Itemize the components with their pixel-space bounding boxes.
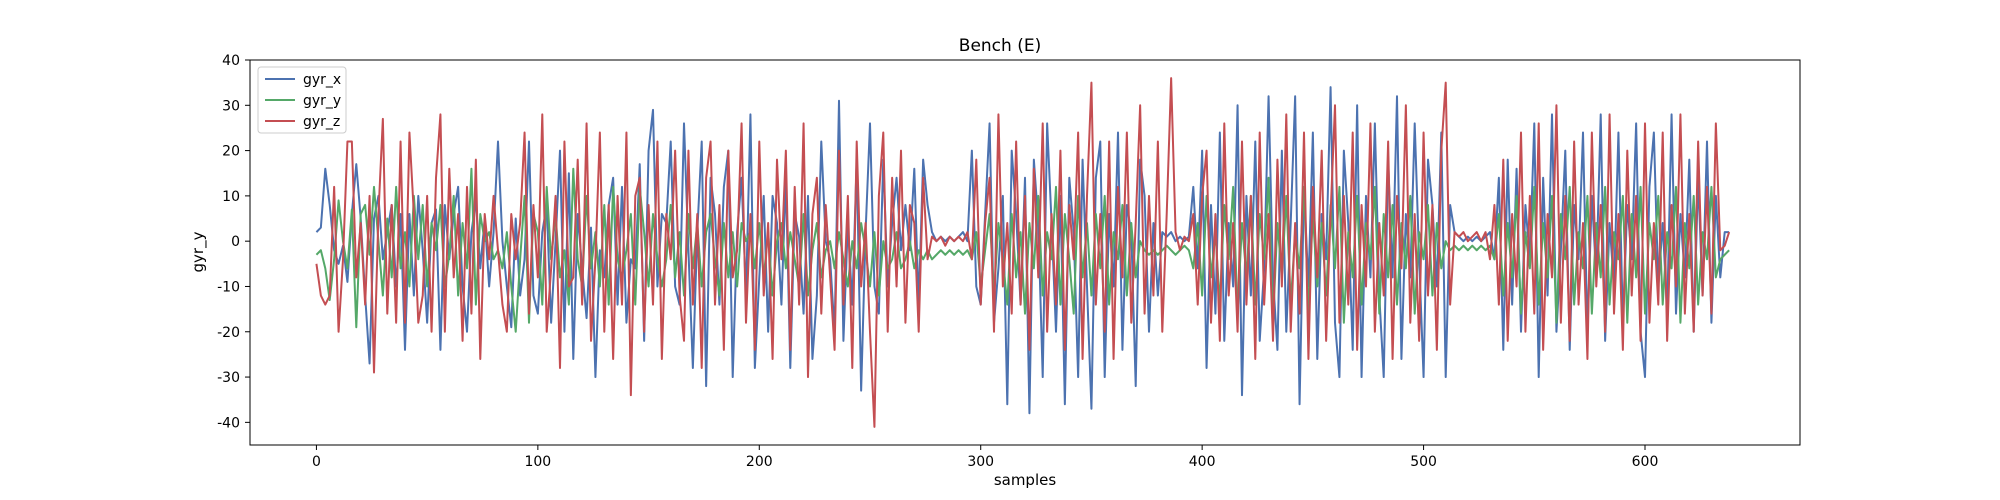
- y-tick-label: -10: [217, 279, 240, 295]
- x-tick-label: 100: [524, 454, 551, 470]
- y-tick-label: -20: [217, 325, 240, 341]
- legend-label-gyr-x: gyr_x: [303, 72, 341, 88]
- series-line-gyr-z: [315, 77, 1731, 428]
- legend-label-gyr-z: gyr_z: [303, 114, 340, 130]
- x-tick-label: 400: [1189, 454, 1216, 470]
- legend-label-gyr-y: gyr_y: [303, 93, 341, 109]
- x-tick-label: 0: [312, 454, 321, 470]
- legend: gyr_x gyr_y gyr_z: [257, 66, 347, 134]
- y-tick-label: 10: [222, 189, 240, 205]
- y-axis: -40 -30 -20 -10 0 10 20 30 40: [217, 53, 250, 431]
- y-tick-label: -40: [217, 415, 240, 431]
- y-tick-label: 40: [222, 53, 240, 69]
- x-tick-label: 200: [746, 454, 773, 470]
- x-tick-label: 600: [1632, 454, 1659, 470]
- x-axis-label: samples: [994, 471, 1057, 489]
- y-tick-label: -30: [217, 370, 240, 386]
- plot-frame: [249, 59, 1801, 446]
- plot-lines: [315, 77, 1731, 428]
- y-axis-label: gyr_y: [189, 231, 208, 272]
- y-tick-label: 30: [222, 98, 240, 114]
- y-tick-label: 0: [231, 234, 240, 250]
- y-tick-label: 20: [222, 144, 240, 160]
- x-axis: 0 100 200 300 400 500 600: [312, 445, 1658, 470]
- x-tick-label: 500: [1410, 454, 1437, 470]
- legend-box: [257, 66, 347, 134]
- chart-title: Bench (E): [959, 36, 1041, 56]
- x-tick-label: 300: [967, 454, 994, 470]
